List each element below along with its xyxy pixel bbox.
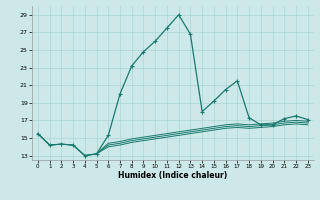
X-axis label: Humidex (Indice chaleur): Humidex (Indice chaleur) xyxy=(118,171,228,180)
